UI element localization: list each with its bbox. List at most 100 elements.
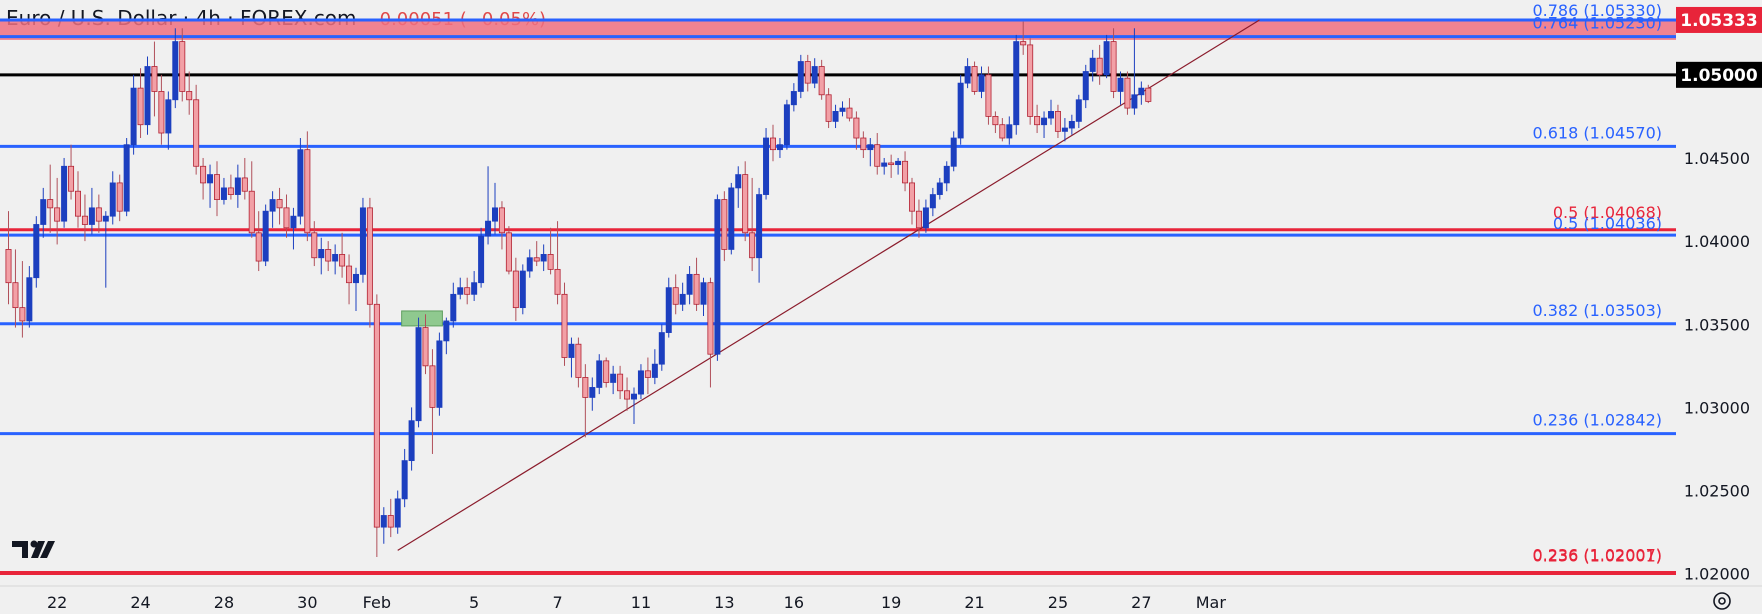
candle-body xyxy=(617,373,624,392)
candle-body xyxy=(846,107,853,119)
candle-body xyxy=(742,174,749,234)
candle-body xyxy=(318,249,325,259)
candle-body xyxy=(47,199,54,209)
candle-body xyxy=(1124,77,1131,109)
candle-body xyxy=(436,340,443,408)
candle-body xyxy=(505,232,512,272)
candle-body xyxy=(867,144,874,151)
candle-body xyxy=(422,327,429,367)
candle-body xyxy=(339,254,346,267)
candle-body xyxy=(1096,57,1103,76)
candle-body xyxy=(929,194,936,209)
fib-label: 0.382 (1.03503) xyxy=(1532,301,1662,320)
candle-body xyxy=(19,307,26,322)
x-tick-label: 30 xyxy=(297,593,317,612)
candle-body xyxy=(325,249,332,262)
ascending-trendline xyxy=(397,19,1260,551)
x-tick-label: 25 xyxy=(1048,593,1068,612)
candle-body xyxy=(999,124,1006,139)
candle-body xyxy=(380,515,387,528)
candle-body xyxy=(1082,71,1089,101)
y-tick-label: 1.04500 xyxy=(1684,149,1750,168)
candle-body xyxy=(26,277,33,322)
candle-body xyxy=(978,74,985,92)
candle-body xyxy=(352,273,359,284)
candle-body xyxy=(220,187,227,200)
candle-body xyxy=(1068,120,1075,129)
time-axis: 22 24 28 30 Feb 5 7 11 13 16 19 21 25 27 Mar xyxy=(0,585,1762,612)
candle-body xyxy=(624,390,631,400)
candle-body xyxy=(985,74,992,117)
candle-body xyxy=(943,165,950,184)
x-tick-label: 16 xyxy=(784,593,804,612)
candle-body xyxy=(1048,111,1055,119)
candle-body xyxy=(255,232,262,262)
candle-body xyxy=(888,162,895,166)
price-axis: 1.02000 1.02500 1.03000 1.03500 1.04000 1.045… xyxy=(1676,0,1762,614)
candle-body xyxy=(679,293,686,305)
candle-body xyxy=(651,363,658,378)
candle-body xyxy=(1131,94,1138,109)
fib-label: 0.618 (1.04570) xyxy=(1532,123,1662,142)
candle-body xyxy=(408,420,415,462)
candle-body xyxy=(603,360,610,383)
x-tick-label: 24 xyxy=(130,593,150,612)
candle-body xyxy=(575,343,582,378)
candle-body xyxy=(179,41,186,92)
candle-body xyxy=(512,270,519,309)
candle-body xyxy=(478,235,485,284)
candle-body xyxy=(1075,99,1082,122)
candle-body xyxy=(498,207,505,234)
x-tick-label: 22 xyxy=(47,593,67,612)
candle-body xyxy=(450,293,457,322)
resistance-zone xyxy=(0,19,1676,40)
candle-body xyxy=(589,387,596,398)
candle-body xyxy=(811,66,818,84)
candle-body xyxy=(109,182,116,217)
x-tick-label: Feb xyxy=(363,593,391,612)
candle-body xyxy=(832,111,839,122)
candle-body xyxy=(1089,57,1096,72)
candle-body xyxy=(193,99,200,167)
candle-body xyxy=(818,66,825,96)
level-labels: 0.786 (1.05330)0.764 (1.05230) 0.618 (1.0… xyxy=(1532,1,1662,566)
y-tick-label: 1.02500 xyxy=(1684,482,1750,501)
candle-body xyxy=(957,82,964,139)
candle-body xyxy=(881,162,888,167)
candle-body xyxy=(311,232,318,259)
candle-body xyxy=(790,91,797,106)
candle-body xyxy=(158,91,165,134)
candle-body xyxy=(915,210,922,229)
candle-body xyxy=(332,254,339,262)
candle-body xyxy=(151,66,158,92)
candle-body xyxy=(68,165,75,192)
candle-body xyxy=(40,199,47,225)
candle-body xyxy=(491,207,498,222)
candle-body xyxy=(895,160,902,166)
candle-body xyxy=(172,41,179,101)
candle-body xyxy=(770,137,777,151)
candle-body xyxy=(596,360,603,388)
candle-body xyxy=(1103,41,1110,76)
settings-gear-icon[interactable] xyxy=(1713,592,1731,610)
candle-body xyxy=(533,257,540,262)
x-tick-label: 13 xyxy=(714,593,734,612)
candle-body xyxy=(610,373,617,383)
fib-label: 0.5 (1.04068) xyxy=(1553,203,1662,222)
candle-body xyxy=(637,370,644,395)
candle-body xyxy=(5,249,12,284)
candle-body xyxy=(123,144,130,212)
candle-body xyxy=(1027,44,1034,117)
candle-body xyxy=(443,320,450,342)
candle-body xyxy=(12,282,19,309)
price-badge-label: 1.05000 xyxy=(1680,66,1758,86)
candle-body xyxy=(728,187,735,250)
candle-body xyxy=(1145,87,1152,102)
candle-body xyxy=(186,91,193,101)
candle-body xyxy=(1054,111,1061,132)
candle-body xyxy=(839,107,846,112)
fib-label: 0.786 (1.05330) xyxy=(1532,1,1662,20)
y-tick-label: 1.03500 xyxy=(1684,315,1750,334)
candle-body xyxy=(1061,127,1068,132)
